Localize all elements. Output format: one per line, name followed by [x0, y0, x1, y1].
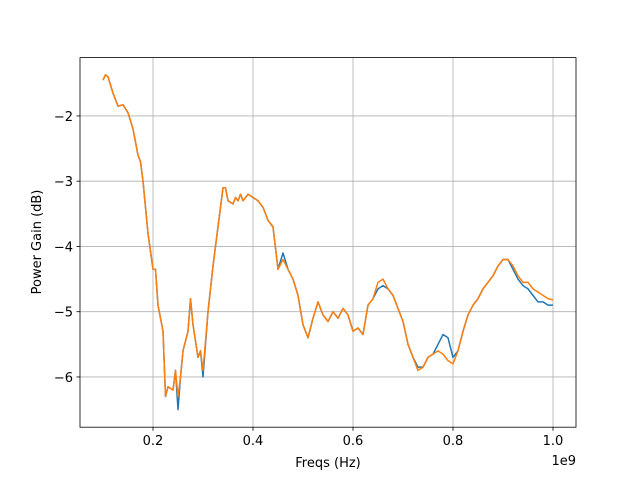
- x-tick-label: 1.0: [543, 434, 564, 449]
- y-tick-label: −4: [54, 240, 73, 255]
- x-axis-label: Freqs (Hz): [295, 456, 361, 471]
- y-tick-label: −2: [54, 110, 73, 125]
- x-tick-label: 0.2: [143, 434, 164, 449]
- y-tick-label: −3: [54, 175, 73, 190]
- y-tick-label: −6: [54, 371, 73, 386]
- y-tick-label: −5: [54, 306, 73, 321]
- data-line: [102, 74, 553, 411]
- x-tick-label: 0.6: [343, 434, 364, 449]
- x-tick-label: 0.4: [243, 434, 264, 449]
- x-tick-label: 0.8: [443, 434, 464, 449]
- plot-frame: [79, 57, 577, 428]
- data-line: [102, 74, 554, 398]
- y-axis-label: Power Gain (dB): [30, 190, 45, 295]
- x-offset-label: 1e9: [551, 454, 576, 469]
